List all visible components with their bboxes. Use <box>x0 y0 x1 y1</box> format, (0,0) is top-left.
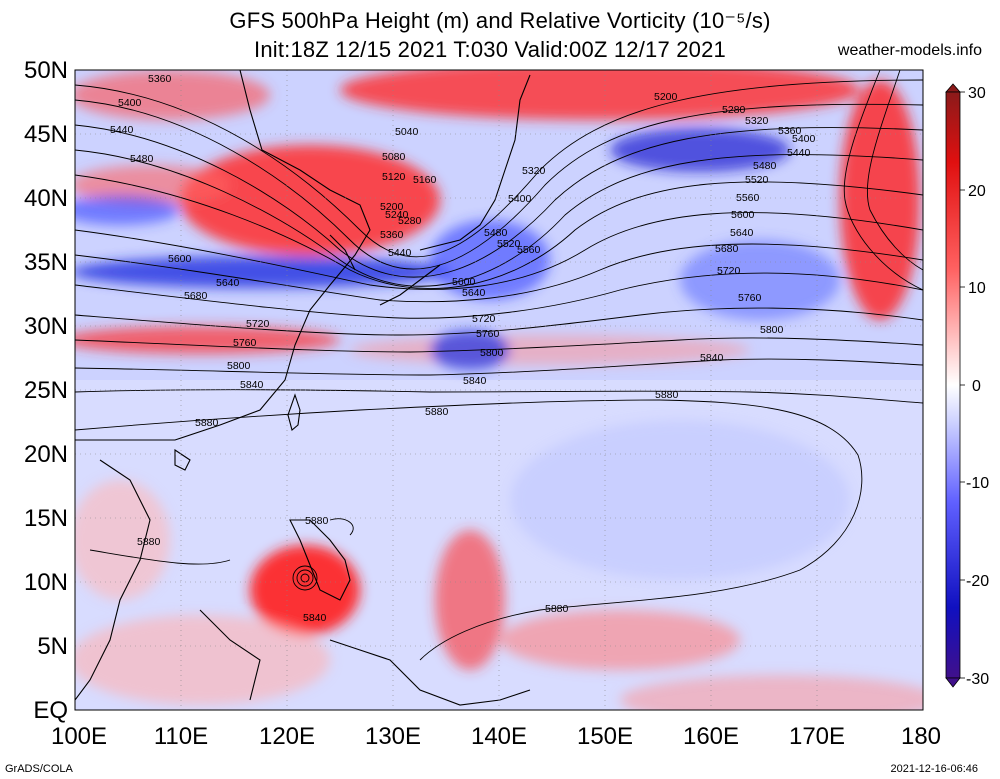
lat-label: 50N <box>24 57 68 84</box>
contour-label: 5720 <box>246 318 270 330</box>
longitude-axis: 100E 110E 120E 130E 140E 150E 160E 170E … <box>51 723 941 750</box>
contour-label: 5800 <box>227 360 251 372</box>
contour-label: 5520 <box>745 174 769 186</box>
height-contours <box>75 70 923 661</box>
contour-label: 5240 <box>385 209 409 221</box>
contour-label: 5040 <box>395 126 419 138</box>
chart-subtitle: Init:18Z 12/15 2021 T:030 Valid:00Z 12/1… <box>254 37 726 62</box>
contour-label: 5720 <box>472 313 496 325</box>
contour-label: 5840 <box>303 612 327 624</box>
contour-label: 5520 <box>497 238 521 250</box>
lon-label: 140E <box>471 723 527 750</box>
contour-label: 5600 <box>731 209 755 221</box>
lon-label: 120E <box>259 723 315 750</box>
contour-label: 5760 <box>738 292 762 304</box>
contour-label: 5640 <box>462 287 486 299</box>
contour-label: 5800 <box>760 324 784 336</box>
lat-label: 25N <box>24 377 68 404</box>
contour-label: 5880 <box>545 603 569 615</box>
lon-label: 170E <box>789 723 845 750</box>
contour-label: 5640 <box>216 277 240 289</box>
contour-label: 5360 <box>380 229 404 241</box>
map-frame <box>74 69 924 711</box>
contour-label: 5280 <box>398 215 422 227</box>
contour-label: 5400 <box>118 97 142 109</box>
colorbar-tick: -10 <box>966 475 989 492</box>
contour-label: 5120 <box>382 171 406 183</box>
contour-label: 5480 <box>484 227 508 239</box>
coastlines <box>75 70 531 706</box>
latitude-axis: 50N 45N 40N 35N 30N 25N 20N 15N 10N 5N E… <box>24 57 68 724</box>
contour-label: 5640 <box>730 227 754 239</box>
contour-label: 5560 <box>517 244 541 256</box>
lat-label: 20N <box>24 441 68 468</box>
contour-label: 5800 <box>480 347 504 359</box>
lat-label: EQ <box>33 697 68 724</box>
contour-label: 5400 <box>508 193 532 205</box>
lat-label: 35N <box>24 249 68 276</box>
contour-label: 5480 <box>130 153 154 165</box>
site-label: weather-models.info <box>837 42 982 59</box>
contour-label: 5880 <box>655 389 679 401</box>
footer-timestamp: 2021-12-16-06:46 <box>890 763 978 775</box>
lon-label: 150E <box>577 723 633 750</box>
colorbar-tick: 30 <box>968 85 986 102</box>
chart-title: GFS 500hPa Height (m) and Relative Vorti… <box>229 8 771 33</box>
contour-label: 5880 <box>305 515 329 527</box>
contour-label: 5440 <box>787 147 811 159</box>
vorticity-field: 5360 5400 5440 5480 5040 5080 5120 5160 … <box>75 70 923 710</box>
contour-label: 5080 <box>382 151 406 163</box>
contour-label: 5440 <box>110 124 134 136</box>
contour-label: 5400 <box>792 133 816 145</box>
lon-label: 160E <box>683 723 739 750</box>
lon-label: 180 <box>901 723 941 750</box>
lon-label: 110E <box>154 723 208 750</box>
contour-label: 5840 <box>700 352 724 364</box>
contour-label: 5320 <box>745 115 769 127</box>
contour-label: 5760 <box>233 337 257 349</box>
lon-label: 130E <box>365 723 421 750</box>
colorbar-tick: 20 <box>968 183 986 200</box>
contour-label: 5880 <box>195 417 219 429</box>
contour-label: 5200 <box>380 201 404 213</box>
colorbar-tick: 0 <box>972 378 981 395</box>
colorbar: 30 20 10 0 -10 -20 -30 <box>945 83 989 688</box>
lat-label: 45N <box>24 121 68 148</box>
contour-label: 5760 <box>476 328 500 340</box>
contour-label: 5880 <box>137 536 161 548</box>
colorbar-tick: -20 <box>966 573 989 590</box>
lon-label: 100E <box>51 723 107 750</box>
contour-label: 5560 <box>736 192 760 204</box>
contour-label: 5600 <box>452 276 476 288</box>
contour-label: 5720 <box>717 265 741 277</box>
colorbar-tick: 10 <box>968 280 986 297</box>
contour-label: 5680 <box>184 290 208 302</box>
lat-label: 10N <box>24 569 68 596</box>
lat-label: 40N <box>24 185 68 212</box>
lat-label: 15N <box>24 505 68 532</box>
gridlines <box>75 70 923 710</box>
contour-label: 5440 <box>388 247 412 259</box>
contour-label: 5280 <box>722 104 746 116</box>
lat-label: 30N <box>24 313 68 340</box>
contour-label: 5880 <box>425 406 449 418</box>
contour-label: 5320 <box>522 165 546 177</box>
contour-label: 5600 <box>168 253 192 265</box>
contour-label: 5200 <box>654 91 678 103</box>
colorbar-tick: -30 <box>966 671 989 688</box>
contour-labels: 5360 5400 5440 5480 5040 5080 5120 5160 … <box>110 73 816 624</box>
contour-label: 5160 <box>413 174 437 186</box>
contour-label: 5840 <box>240 379 264 391</box>
lat-label: 5N <box>37 633 68 660</box>
contour-label: 5680 <box>715 243 739 255</box>
contour-label: 5840 <box>463 375 487 387</box>
contour-label: 5480 <box>753 160 777 172</box>
contour-label: 5360 <box>148 73 172 85</box>
footer-credit: GrADS/COLA <box>5 763 73 775</box>
